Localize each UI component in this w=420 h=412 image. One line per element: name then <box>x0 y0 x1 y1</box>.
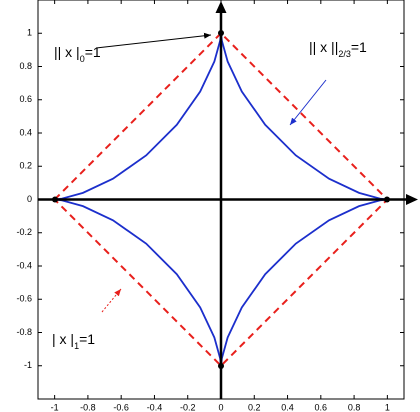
arrow-l0 <box>95 32 212 49</box>
x-tick-label: -0.2 <box>180 402 196 412</box>
x-tick-label: 0.4 <box>281 402 294 412</box>
annotation-l0: || x |0=1 <box>54 44 101 64</box>
y-tick-label: 0.2 <box>19 161 32 171</box>
x-tick-label: 0.6 <box>315 402 328 412</box>
arrow-l1 <box>101 288 122 313</box>
y-tick-label: 1 <box>27 28 32 38</box>
x-axis-arrow <box>406 194 418 205</box>
y-tick-label: 0.6 <box>19 94 32 104</box>
x-tick-label: -0.8 <box>80 402 96 412</box>
x-tick-label: -1 <box>51 402 59 412</box>
x-tick-label: 0 <box>218 402 223 412</box>
arrow-l23 <box>289 79 327 126</box>
y-tick-label: -1 <box>24 360 32 370</box>
y-tick-label: -0.6 <box>16 294 32 304</box>
x-tick-label: 0.2 <box>248 402 261 412</box>
x-tick-label: 1 <box>385 402 390 412</box>
y-tick-label: -0.2 <box>16 227 32 237</box>
annotation-l23: || x ||2/3=1 <box>309 39 367 59</box>
x-tick-label: 0.8 <box>348 402 361 412</box>
y-axis-arrow <box>215 1 227 13</box>
vertex-dots <box>52 30 390 369</box>
x-tick-label: -0.4 <box>147 402 163 412</box>
y-tick-label: -0.8 <box>16 327 32 337</box>
y-tick-label: 0.4 <box>19 127 32 137</box>
ticks: -1 -0.8 -0.6 -0.4 -0.2 0 0.2 0.4 0.6 0.8 1 -1 -0.8 -0… <box>16 0 404 412</box>
y-tick-label: 0 <box>27 194 32 204</box>
y-tick-label: -0.4 <box>16 260 32 270</box>
y-tick-label: 0.8 <box>19 61 32 71</box>
x-tick-label: -0.6 <box>113 402 129 412</box>
annotation-l1: | x |1=1 <box>52 331 95 351</box>
